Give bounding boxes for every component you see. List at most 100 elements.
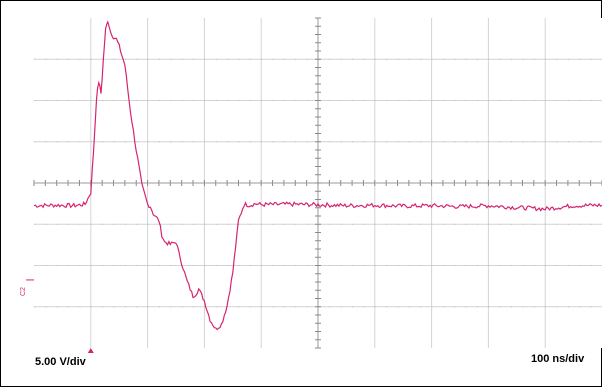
grid-dot: [374, 141, 376, 143]
grid-dot: [181, 306, 183, 308]
grid-dot: [193, 306, 195, 308]
grid-dot: [306, 306, 308, 308]
grid-dot: [158, 306, 160, 308]
grid-dot: [45, 100, 47, 101]
grid-dot: [511, 100, 513, 101]
grid-dot: [204, 265, 206, 266]
grid-dot: [556, 265, 558, 266]
grid-dot: [90, 223, 92, 225]
grid-dot: [329, 265, 331, 266]
trace-group: [33, 20, 602, 331]
grid-dot: [136, 306, 138, 308]
grid-dot: [374, 306, 376, 308]
grid-dot: [90, 265, 92, 266]
grid-dot: [579, 141, 581, 143]
grid-dot: [374, 223, 376, 225]
grid-dot: [68, 223, 70, 225]
grid-dot: [465, 265, 467, 266]
grid-dot: [68, 58, 70, 60]
grid-dot: [522, 306, 524, 308]
grid-dot: [590, 265, 592, 266]
marker-group: [26, 279, 94, 353]
grid-dot: [579, 223, 581, 225]
grid-dot: [102, 58, 104, 60]
grid-dot: [295, 58, 297, 60]
grid-dot: [45, 306, 47, 308]
grid-dot: [329, 58, 331, 60]
grid-dot: [363, 100, 365, 101]
grid-dot: [306, 100, 308, 101]
grid-dot: [34, 306, 35, 308]
grid-dot: [113, 141, 115, 143]
grid-dot: [136, 58, 138, 60]
grid-dot: [227, 141, 229, 143]
grid-dot: [352, 265, 354, 266]
grid-dot: [488, 265, 490, 266]
grid-dot: [511, 58, 513, 60]
grid-dot: [181, 58, 183, 60]
grid-dot: [431, 141, 433, 143]
grid-dot: [567, 306, 569, 308]
grid-dot: [499, 306, 501, 308]
grid-dot: [215, 306, 217, 308]
grid-dot: [147, 265, 149, 266]
grid-dot: [567, 100, 569, 101]
grid-dot: [193, 141, 195, 143]
grid-dot: [102, 306, 104, 308]
grid-dot: [477, 58, 479, 60]
grid-dot: [56, 223, 58, 225]
grid-dot: [420, 58, 422, 60]
grid-dot: [454, 100, 456, 101]
grid-dot: [124, 141, 126, 143]
grid-dot: [136, 265, 138, 266]
grid-dot: [147, 100, 149, 101]
grid-dot: [34, 141, 35, 143]
grid-dot: [34, 58, 35, 60]
grid-dot: [579, 58, 581, 60]
grid-dot: [386, 141, 388, 143]
grid-dot: [181, 141, 183, 143]
grid-dot: [170, 100, 172, 101]
grid-dot: [34, 223, 35, 225]
grid-dot: [545, 265, 547, 266]
grid-dot: [283, 265, 285, 266]
grid-dot: [261, 58, 263, 60]
grid-dot: [181, 100, 183, 101]
grid-dot: [488, 58, 490, 60]
grid-dot: [102, 265, 104, 266]
grid-dot: [227, 265, 229, 266]
grid-dot: [56, 100, 58, 101]
grid-dot: [204, 223, 206, 225]
grid-dot: [170, 141, 172, 143]
grid-dot: [556, 58, 558, 60]
grid-dot: [158, 100, 160, 101]
grid-dot: [567, 223, 569, 225]
grid-dot: [556, 306, 558, 308]
grid-dot: [45, 141, 47, 143]
grid-dot: [147, 141, 149, 143]
grid-dot: [408, 100, 410, 101]
grid-dot: [499, 265, 501, 266]
grid-dot: [488, 141, 490, 143]
grid-dot: [397, 58, 399, 60]
grid-dot: [363, 265, 365, 266]
grid-dot: [590, 58, 592, 60]
grid-dot: [431, 58, 433, 60]
grid-dot: [397, 306, 399, 308]
grid-dot: [158, 265, 160, 266]
grid-dot: [124, 58, 126, 60]
grid-dot: [204, 141, 206, 143]
grid-dot: [261, 100, 263, 101]
grid-dot: [272, 223, 274, 225]
grid-dot: [170, 306, 172, 308]
grid-dot: [329, 306, 331, 308]
grid-dot: [420, 223, 422, 225]
grid-dot: [522, 100, 524, 101]
grid-dot: [249, 306, 251, 308]
grid-dot: [545, 100, 547, 101]
grid-dot: [79, 58, 81, 60]
grid-dot: [147, 306, 149, 308]
grid-dot: [90, 306, 92, 308]
grid-dot: [124, 306, 126, 308]
grid-dot: [533, 100, 535, 101]
